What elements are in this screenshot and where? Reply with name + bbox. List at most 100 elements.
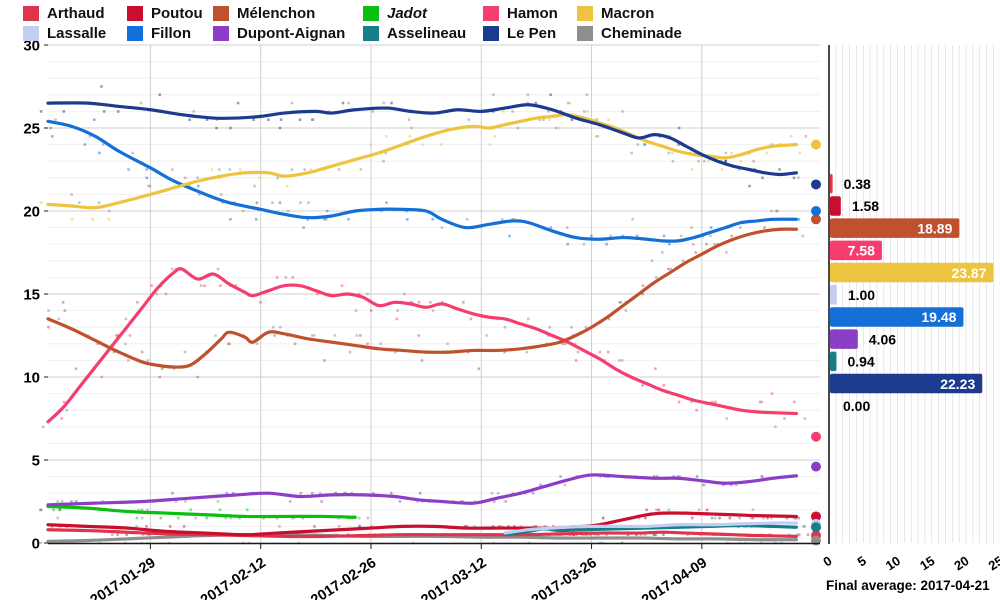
poll-dot-macron bbox=[765, 151, 768, 155]
bar-dupont_aignan bbox=[830, 329, 858, 349]
poll-dot-gray bbox=[155, 292, 159, 296]
legend-item-melenchon: Mélenchon bbox=[213, 4, 315, 22]
poll-dot-poutou bbox=[182, 525, 186, 528]
end-dot-melenchon bbox=[811, 214, 821, 225]
poll-dot-macron bbox=[238, 168, 242, 171]
poll-dot-gray bbox=[496, 491, 500, 495]
legend-label-fillon: Fillon bbox=[151, 24, 191, 42]
poll-dot-melenchon bbox=[196, 375, 199, 379]
poll-dot-fillon bbox=[50, 135, 54, 138]
poll-dot-gray bbox=[366, 292, 369, 296]
poll-dot-dupont_aignan bbox=[320, 500, 323, 503]
poll-dot-melenchon bbox=[160, 367, 164, 370]
poll-dot-gray bbox=[54, 118, 57, 121]
poll-dot-lepen bbox=[102, 110, 106, 113]
poll-dot-gray bbox=[565, 226, 569, 229]
bar-tick-label: 5 bbox=[855, 553, 869, 570]
poll-dot-gray bbox=[148, 184, 152, 188]
poll-dot-gray bbox=[278, 525, 281, 528]
poll-dot-gray bbox=[751, 508, 755, 512]
poll-dot-fillon bbox=[83, 143, 87, 146]
end-dot-hamon bbox=[811, 431, 821, 442]
poll-dot-gray bbox=[127, 359, 130, 362]
poll-dot-dupont_aignan bbox=[225, 491, 229, 495]
poll-dot-gray bbox=[303, 168, 307, 171]
poll-dot-fillon bbox=[92, 118, 96, 121]
poll-dot-jadot bbox=[189, 508, 193, 512]
poll-dot-gray bbox=[124, 342, 127, 346]
poll-dot-hamon bbox=[150, 284, 153, 287]
poll-dot-fillon bbox=[508, 234, 511, 238]
poll-dot-fillon bbox=[196, 184, 200, 188]
y-tick-label: 0 bbox=[32, 536, 40, 553]
trend-line-cheminade bbox=[46, 532, 798, 543]
poll-dot-fillon bbox=[323, 218, 326, 221]
poll-dot-hamon bbox=[792, 400, 796, 404]
poll-dot-hamon bbox=[60, 417, 63, 420]
poll-dot-hamon bbox=[770, 392, 774, 395]
legend-item-hamon: Hamon bbox=[483, 4, 558, 22]
poll-dot-gray bbox=[284, 276, 288, 279]
poll-dot-gray bbox=[661, 251, 664, 254]
legend-item-dupont_aignan: Dupont-Aignan bbox=[213, 24, 345, 42]
poll-dot-poutou bbox=[690, 516, 694, 520]
bar-arthaud bbox=[830, 174, 833, 194]
poll-dot-lepen bbox=[570, 118, 574, 121]
legend-swatch-macron bbox=[577, 5, 593, 21]
poll-dot-lepen bbox=[229, 126, 232, 130]
poll-dot-melenchon bbox=[140, 350, 144, 354]
poll-dot-macron bbox=[502, 110, 505, 113]
poll-dot-gray bbox=[703, 159, 706, 163]
poll-dot-gray bbox=[290, 168, 294, 171]
poll-dot-gray bbox=[503, 325, 507, 329]
poll-dot-fillon bbox=[347, 218, 350, 221]
poll-dot-gray bbox=[124, 317, 128, 321]
poll-dot-gray bbox=[582, 242, 586, 246]
poll-dot-gray bbox=[697, 508, 701, 512]
bar-value-lepen: 22.23 bbox=[940, 376, 975, 392]
x-tick-label: 2017-03-12 bbox=[419, 555, 490, 600]
poll-dot-poutou bbox=[705, 508, 709, 512]
poll-dot-lepen bbox=[278, 126, 282, 130]
poll-dot-gray bbox=[738, 516, 741, 520]
poll-dot-gray bbox=[286, 209, 290, 213]
poll-dot-macron bbox=[488, 143, 492, 146]
poll-dot-melenchon bbox=[323, 359, 326, 362]
poll-dot-gray bbox=[318, 491, 322, 495]
poll-dot-gray bbox=[183, 350, 187, 354]
poll-dot-gray bbox=[101, 143, 105, 146]
poll-dot-macron bbox=[607, 118, 610, 121]
poll-dot-gray bbox=[39, 508, 43, 512]
poll-dot-hamon bbox=[164, 292, 168, 296]
y-tick-label: 10 bbox=[23, 370, 40, 387]
poll-dot-fillon bbox=[405, 218, 409, 221]
poll-dot-hamon bbox=[783, 417, 786, 420]
poll-dot-gray bbox=[566, 101, 570, 105]
poll-dot-macron bbox=[690, 168, 694, 171]
poll-dot-melenchon bbox=[293, 342, 297, 346]
poll-dot-hamon bbox=[219, 284, 222, 287]
x-tick-label: 2017-02-26 bbox=[308, 555, 379, 600]
poll-dot-gray bbox=[697, 159, 700, 163]
poll-dot-poutou bbox=[313, 525, 316, 528]
poll-dot-gray bbox=[576, 350, 580, 354]
poll-dot-gray bbox=[650, 259, 654, 263]
trend-line-jadot bbox=[46, 504, 357, 519]
legend-item-fillon: Fillon bbox=[127, 24, 191, 42]
poll-dot-gray bbox=[194, 516, 197, 520]
poll-dot-gray bbox=[199, 284, 203, 287]
poll-dot-hamon bbox=[259, 301, 262, 304]
poll-dot-lepen bbox=[390, 101, 393, 105]
poll-dot-dupont_aignan bbox=[531, 491, 535, 495]
poll-dot-gray bbox=[630, 151, 633, 155]
bar-poutou bbox=[830, 196, 841, 216]
legend-label-arthaud: Arthaud bbox=[47, 4, 105, 22]
poll-dot-macron bbox=[720, 168, 724, 171]
poll-dot-gray bbox=[500, 218, 504, 221]
legend-label-dupont_aignan: Dupont-Aignan bbox=[237, 24, 346, 42]
bar-value-hamon: 7.58 bbox=[848, 243, 875, 259]
poll-dot-hamon bbox=[662, 384, 665, 387]
poll-dot-gray bbox=[325, 218, 328, 221]
poll-dot-macron bbox=[385, 135, 388, 138]
poll-dot-melenchon bbox=[763, 226, 766, 229]
